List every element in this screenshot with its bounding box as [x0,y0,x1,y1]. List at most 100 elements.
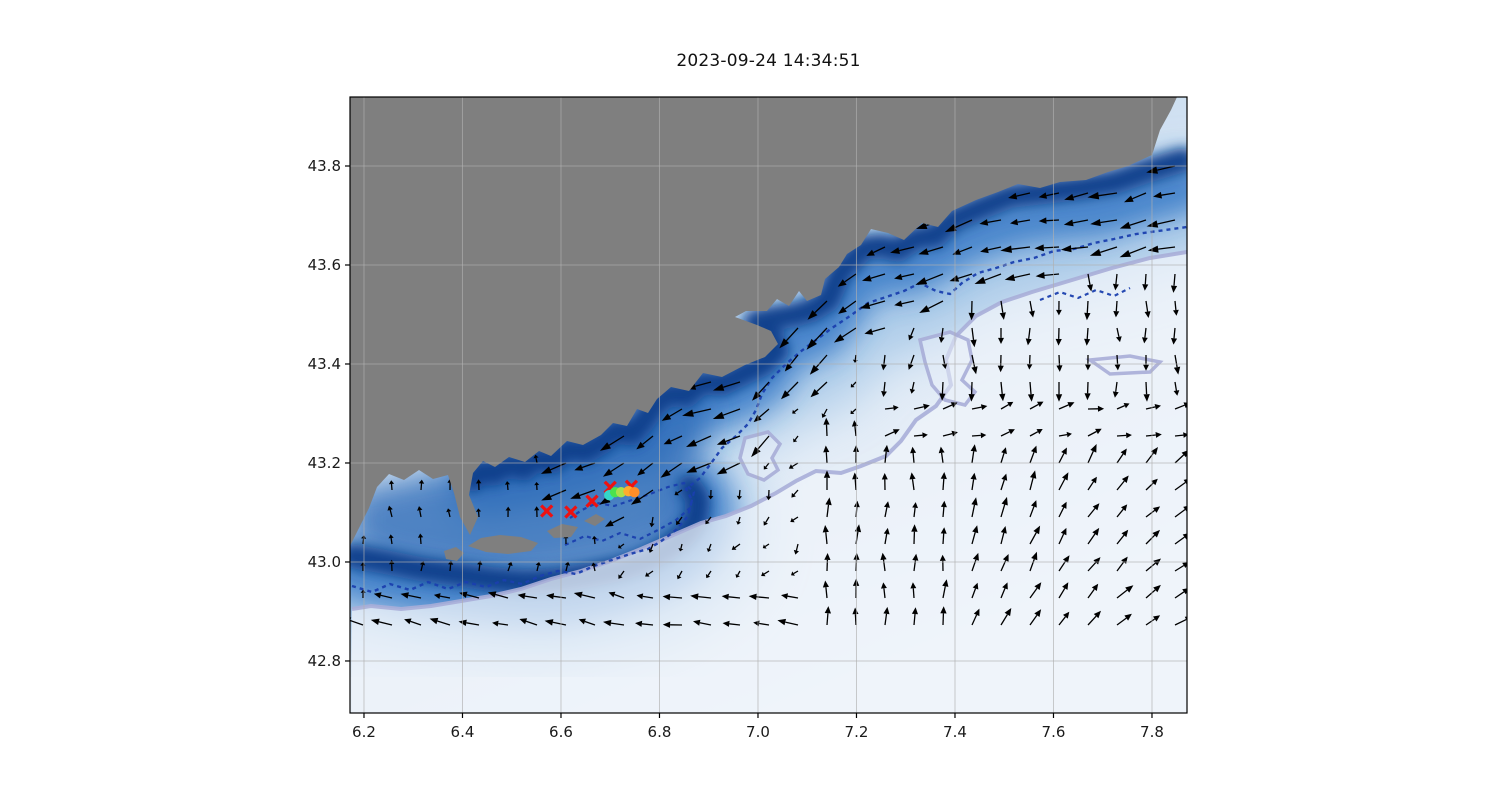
current-arrow-head [1091,583,1099,591]
current-arrow [942,354,946,364]
current-arrow-head [763,521,768,526]
current-arrow-head [1125,585,1134,593]
current-arrow-head [810,389,820,398]
current-arrow-head [1062,555,1070,563]
current-arrow [1116,354,1119,365]
current-arrow-head [1144,311,1151,318]
current-arrow [987,246,1002,251]
current-arrow-head [807,310,818,320]
current-arrow [1029,532,1037,545]
current-arrow-head [690,593,699,600]
current-arrow [498,622,509,626]
current-arrow-head [790,517,795,523]
current-arrow-head [1036,429,1043,435]
current-arrow [1098,192,1118,197]
current-arrow-head [862,275,872,282]
current-arrow [1158,246,1176,250]
current-arrow-head [660,469,671,478]
current-arrow-head [487,591,497,598]
current-arrow [971,434,981,437]
current-arrow [669,596,683,599]
current-arrow-head [1087,284,1093,292]
current-arrow [1046,219,1060,222]
current-arrow-head [1124,613,1132,621]
current-arrow-head [1055,338,1062,346]
current-arrow-head [1030,470,1037,479]
current-arrow [884,507,888,518]
current-arrow-head [971,366,978,375]
current-arrow [1174,381,1178,391]
current-arrow [1145,618,1156,626]
current-arrow-head [1153,191,1162,199]
current-arrow-head [1112,391,1119,398]
current-arrow [813,327,828,342]
current-arrow-head [1181,450,1187,458]
current-arrow-head [881,473,888,480]
current-arrow-head [884,501,890,508]
current-arrow [695,435,712,444]
current-arrow [614,593,625,599]
current-arrow-head [1060,245,1072,253]
current-arrow [869,300,886,307]
current-arrow [823,408,828,415]
current-arrow [390,537,393,545]
axes-frame [345,96,1188,718]
x-tick-label: 6.4 [450,723,475,741]
current-arrow-head [1063,219,1074,227]
current-arrow-head [788,464,794,469]
current-arrow-head [618,574,623,579]
current-arrow [638,489,654,500]
current-arrow [1145,534,1156,545]
current-arrow-head [823,470,831,478]
current-arrow-head [1035,272,1045,279]
current-arrow [814,300,828,314]
current-arrow [785,327,799,342]
current-arrow-head [751,446,761,458]
current-arrow-head [1121,475,1129,483]
current-arrow-head [387,505,393,511]
current-arrow-head [1093,557,1101,565]
current-arrow-head [833,334,845,343]
current-arrow-head [944,224,957,233]
current-arrow [911,381,915,390]
current-arrow-head [1004,608,1012,617]
current-arrow [1046,192,1060,197]
current-arrow [678,570,683,577]
current-arrow-head [605,520,614,527]
current-arrow [698,595,712,599]
current-arrow [677,516,683,523]
current-arrow-head [1084,393,1091,401]
current-arrow-head [570,492,581,499]
deployment-x-marker [585,494,599,508]
current-arrow-head [736,495,742,500]
current-arrow-head [881,364,887,371]
figure-title: 2023-09-24 14:34:51 [676,51,861,71]
current-arrow [911,479,915,491]
current-arrow [759,408,770,418]
current-arrow-head [1183,479,1187,485]
current-arrow [1017,219,1031,223]
current-arrow-head [766,496,772,501]
current-arrow [910,327,915,336]
current-arrow-head [519,618,528,625]
current-arrow [765,516,770,523]
current-arrow [1029,431,1039,437]
isobath-contour-dashed [564,481,696,547]
current-arrow [695,462,712,470]
current-arrow-head [736,521,741,525]
current-arrow [1145,434,1156,437]
current-arrow [1086,327,1089,340]
current-arrow [925,273,944,282]
current-arrow-head [761,571,766,577]
current-arrow [1014,273,1031,279]
current-arrow [971,532,976,545]
current-arrow [971,327,975,340]
current-arrow [734,543,741,549]
current-arrow-head [674,491,679,496]
current-arrow-head [1008,429,1015,435]
current-arrow [1116,453,1124,464]
current-arrow [883,381,886,392]
current-arrow-head [809,364,819,375]
current-arrow-head [1121,529,1129,538]
current-arrow [971,354,976,368]
